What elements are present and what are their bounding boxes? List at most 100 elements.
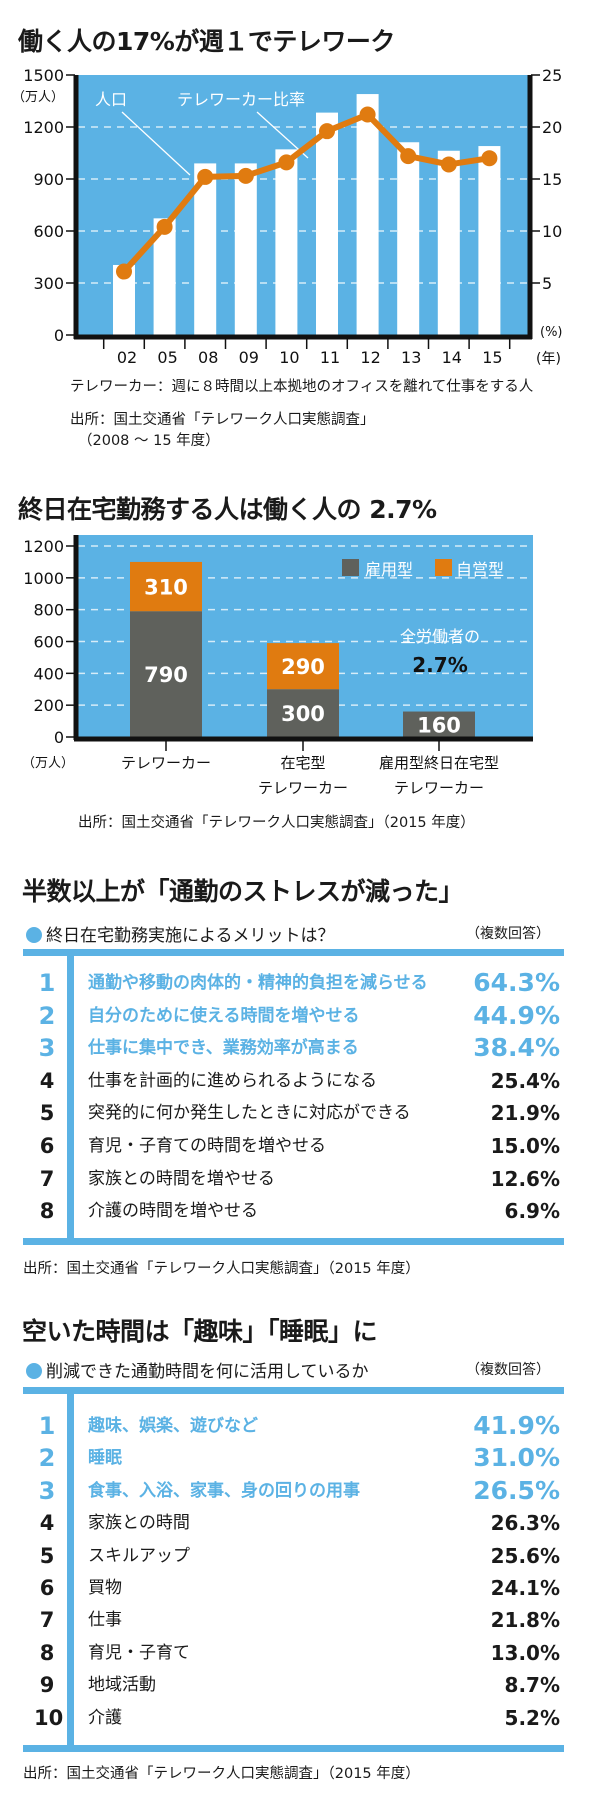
legend-label-self-employed: 自営型 (456, 560, 504, 579)
annotation-population: 人口 (95, 90, 127, 109)
item-label: 睡眠 (88, 1448, 122, 1469)
left-tick-label: 600 (33, 222, 64, 241)
x-tick-label: 11 (320, 348, 340, 367)
x-tick-label: 08 (198, 348, 218, 367)
self-employed-value-label: 290 (281, 655, 325, 679)
population-bar (478, 146, 501, 335)
item-percentage: 26.3% (490, 1511, 560, 1536)
rank-number: 3 (38, 1034, 56, 1063)
rank-number: 3 (38, 1476, 56, 1505)
item-percentage: 8.7% (504, 1673, 560, 1698)
item-percentage: 21.8% (490, 1608, 560, 1633)
right-tick-label: 25 (542, 66, 562, 85)
rank-number: 7 (39, 1608, 55, 1633)
list-item: 10 介護 5.2% (20, 1703, 560, 1733)
list-item: 3 食事、入浴、家事、身の回りの用事 26.5% (20, 1476, 560, 1506)
section3-subtitle: 終日在宅勤務実施によるメリットは？ (26, 921, 335, 946)
section4-multi-answer-note: （複数回答） (466, 1362, 550, 1378)
y-tick-label: 1200 (23, 537, 64, 556)
list-item: 3 仕事に集中でき、業務効率が高まる 38.4% (20, 1033, 560, 1063)
population-bar (316, 112, 338, 335)
item-label: 自分のために使える時間を増やせる (88, 1005, 360, 1026)
section1-source: 出所：国土交通省「テレワーク人口実態調査」 (70, 412, 375, 428)
ratio-point (156, 218, 173, 235)
x-tick-label: 13 (401, 348, 421, 367)
rank-number: 2 (38, 1001, 56, 1030)
item-percentage: 13.0% (490, 1640, 560, 1665)
x-axis-unit: (年) (536, 351, 561, 367)
ratio-point (359, 106, 376, 123)
rank-number: 5 (39, 1101, 55, 1126)
item-percentage: 24.1% (490, 1576, 560, 1600)
item-label: 育児・子育ての時間を増やせる (88, 1136, 326, 1156)
item-label: 仕事を計画的に進められるようになる (88, 1070, 377, 1091)
employed-bar-segment (267, 689, 339, 737)
rank-number: 2 (38, 1444, 56, 1473)
section1-footnote: テレワーカー：週に８時間以上本拠地のオフィスを離れて仕事をする人 (70, 379, 534, 395)
population-bar (234, 163, 257, 335)
list-item: 1 通勤や移動の肉体的・精神的負担を減らせる 64.3% (20, 968, 560, 998)
annotation-ratio: テレワーカー比率 (177, 90, 305, 109)
x-tick-label-line2: テレワーカー (258, 779, 348, 797)
rank-number: 5 (39, 1543, 55, 1568)
ratio-point (116, 263, 132, 280)
list-item: 4 仕事を計画的に進められるようになる 25.4% (20, 1066, 560, 1096)
list-item: 8 介護の時間を増やせる 6.9% (20, 1196, 560, 1226)
annotation-leader-population (121, 111, 191, 176)
section3-vertical-rule (67, 949, 74, 1245)
legend-swatch-self-employed (435, 559, 452, 576)
right-tick-label: 5 (542, 274, 552, 293)
item-percentage: 12.6% (490, 1166, 560, 1191)
section4-top-rule (23, 1387, 564, 1394)
item-label: 買物 (88, 1578, 122, 1598)
employed-bar-segment (130, 611, 202, 737)
right-axis-unit: (%) (540, 325, 563, 340)
x-tick-label: 12 (360, 348, 380, 367)
population-bar (113, 264, 135, 335)
y-tick-label: 1000 (23, 569, 64, 588)
item-label: 突発的に何か発生したときに対応ができる (88, 1103, 411, 1124)
y-tick-label: 200 (33, 696, 64, 715)
telework-population-chart: 人口 テレワーカー比率 0 300 600 900 1200 1500 （万人） 5 10 15 20 2… (12, 66, 563, 367)
rank-number: 1 (38, 969, 56, 997)
list-item: 7 仕事 21.8% (20, 1605, 560, 1635)
population-bar (153, 218, 176, 335)
rank-number: 4 (39, 1511, 55, 1536)
rank-number: 9 (39, 1673, 55, 1698)
left-tick-label: 0 (54, 326, 64, 345)
population-bar (194, 163, 217, 335)
item-label: 家族との時間 (88, 1513, 190, 1534)
section4-title: 空いた時間は「趣味」「睡眠」に (22, 1317, 378, 1346)
ratio-point (237, 167, 254, 184)
x-tick-label: 05 (157, 348, 177, 367)
right-tick-label: 20 (542, 118, 562, 137)
annotation-all-workers: 全労働者の (400, 627, 480, 646)
list-item: 8 育児・子育て 13.0% (20, 1638, 560, 1668)
left-axis-unit: （万人） (12, 90, 64, 105)
self-employed-bar-segment (130, 561, 202, 612)
item-percentage: 15.0% (490, 1134, 560, 1158)
list-item: 4 家族との時間 26.3% (20, 1508, 560, 1538)
item-percentage: 64.3% (473, 968, 560, 997)
list-item: 5 スキルアップ 25.6% (20, 1541, 560, 1571)
section3-multi-answer-note: （複数回答） (466, 926, 550, 942)
ratio-point (197, 168, 214, 185)
x-tick-label-line2: テレワーカー (394, 779, 484, 797)
ratio-point (481, 150, 498, 167)
employed-value-label: 300 (281, 702, 325, 726)
item-label: 食事、入浴、家事、身の回りの用事 (88, 1480, 360, 1501)
employed-bar-segment (403, 711, 475, 737)
list-item: 7 家族との時間を増やせる 12.6% (20, 1164, 560, 1194)
item-percentage: 5.2% (504, 1705, 560, 1730)
rank-number: 8 (39, 1640, 55, 1665)
y-tick-label: 600 (33, 633, 64, 652)
rank-number: 10 (34, 1705, 64, 1730)
bullet-dot-icon (26, 1363, 42, 1379)
x-tick-label: 02 (117, 348, 137, 367)
self-employed-value-label: 310 (144, 576, 188, 600)
item-percentage: 38.4% (473, 1033, 560, 1063)
item-label: 地域活動 (88, 1675, 156, 1696)
ratio-point (278, 154, 295, 171)
item-label: 育児・子育て (88, 1642, 190, 1663)
